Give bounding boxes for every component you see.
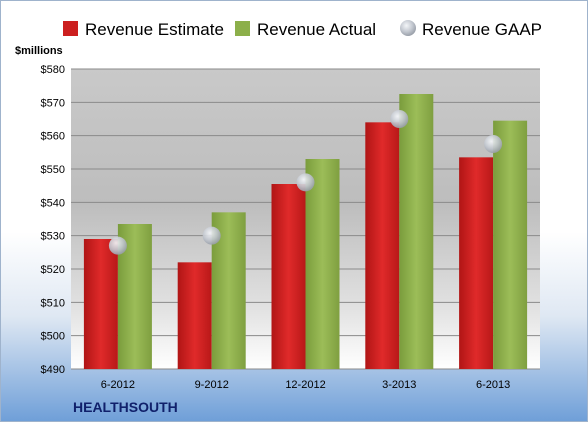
y-axis-unit-label: $millions	[15, 45, 63, 57]
y-tick-label: $490	[41, 364, 65, 376]
gaap-marker	[484, 135, 503, 153]
legend-label-gaap: Revenue GAAP	[422, 20, 542, 39]
gaap-marker	[390, 110, 409, 128]
y-tick-label: $520	[41, 264, 65, 276]
legend-swatch-estimate	[63, 21, 78, 36]
x-tick-label: 6-2013	[476, 379, 510, 391]
legend-swatch-actual	[235, 21, 250, 36]
gaap-markers	[108, 110, 503, 255]
y-tick-label: $580	[41, 64, 65, 76]
y-tick-label: $550	[41, 164, 65, 176]
company-label: HEALTHSOUTH	[73, 399, 178, 415]
estimate-bar	[365, 122, 400, 369]
estimate-bar	[177, 262, 212, 369]
legend-label-estimate: Revenue Estimate	[85, 20, 224, 39]
x-tick-label: 6-2012	[101, 379, 135, 391]
bars	[83, 94, 528, 370]
y-tick-label: $570	[41, 97, 65, 109]
y-tick-label: $530	[41, 231, 65, 243]
gaap-marker	[108, 236, 127, 255]
y-tick-label: $510	[41, 297, 65, 309]
y-tick-label: $500	[41, 331, 65, 343]
x-tick-label: 3-2013	[382, 379, 416, 391]
y-tick-label: $540	[41, 197, 65, 209]
legend: Revenue Estimate Revenue Actual Revenue …	[63, 20, 542, 39]
estimate-bar	[271, 184, 306, 369]
estimate-bar	[459, 157, 494, 369]
legend-swatch-gaap	[400, 20, 416, 36]
y-tick-label: $560	[41, 131, 65, 143]
gaap-marker	[202, 226, 221, 245]
actual-bar	[399, 94, 434, 369]
legend-label-actual: Revenue Actual	[257, 20, 376, 39]
x-tick-label: 9-2012	[195, 379, 229, 391]
gaap-marker	[296, 173, 315, 192]
actual-bar	[305, 159, 340, 369]
actual-bar	[493, 120, 528, 370]
estimate-bar	[83, 239, 118, 369]
x-tick-label: 12-2012	[285, 379, 325, 391]
y-axis-ticks: $490 $500 $510 $520 $530 $540 $550 $560 $570 $580	[41, 64, 65, 376]
x-axis-ticks: 6-2012 9-2012 12-2012 3-2013 6-2013	[101, 379, 510, 391]
